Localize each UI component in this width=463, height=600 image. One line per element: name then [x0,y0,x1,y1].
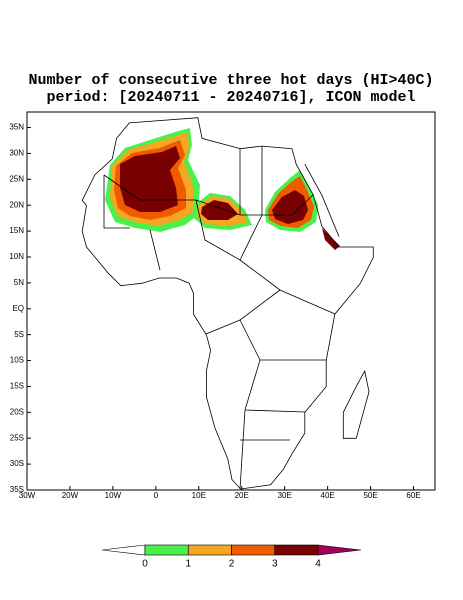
y-tick-label: 35N [9,123,24,132]
hot-area [120,146,180,212]
y-tick-label: 20N [9,200,24,209]
hot-days-field [105,128,340,250]
colorbar-label: 0 [142,559,148,570]
africa-outline [81,117,374,490]
x-tick-label: 40E [321,491,335,500]
colorbar-label: 2 [229,559,235,570]
y-tick-label: 25N [9,174,24,183]
colorbar-label: 1 [185,559,191,570]
colorbar-segment [187,544,232,556]
y-tick-label: 30S [10,459,24,468]
colorbar-low [101,544,146,556]
hot-area [272,190,308,224]
x-tick-label: 10E [192,491,206,500]
y-tick-label: 30N [9,149,24,158]
x-tick-label: 50E [363,491,377,500]
colorbar-segment [144,544,189,556]
hot-area [322,228,340,250]
x-tick-label: 30E [278,491,292,500]
x-tick-label: 60E [406,491,420,500]
coastlines [81,117,374,490]
y-tick-label: 5N [14,278,24,287]
map-title: Number of consecutive three hot days (HI… [28,72,433,89]
colorbar-label: 3 [272,559,278,570]
y-tick-label: 35S [10,485,24,494]
axes: 30W 20W 10W 0 10E 20E 30E 40E 50E 60E 35S 30S 25S 20S… [9,123,420,500]
madagascar [342,369,370,439]
x-tick-label: 30W [19,491,36,500]
colorbar: 0 1 2 3 4 [101,544,362,570]
y-tick-label: 10N [9,252,24,261]
colorbar-label: 4 [315,559,321,570]
colorbar-segment [231,544,276,556]
map-subtitle: period: [20240711 - 20240716], ICON mode… [46,89,415,106]
map-frame [26,111,436,491]
colorbar-segment [274,544,319,556]
y-tick-label: 5S [14,330,24,339]
y-tick-label: 15N [9,226,24,235]
x-tick-label: 20W [62,491,79,500]
y-tick-label: 25S [10,433,24,442]
y-tick-label: 15S [10,382,24,391]
y-tick-label: 20S [10,407,24,416]
y-tick-label: EQ [12,304,24,313]
x-tick-label: 10W [105,491,122,500]
colorbar-high [317,544,362,556]
x-tick-label: 20E [235,491,249,500]
borders [103,146,336,490]
arabia-coast [304,164,340,237]
x-tick-label: 0 [154,491,159,500]
y-tick-label: 10S [10,356,24,365]
